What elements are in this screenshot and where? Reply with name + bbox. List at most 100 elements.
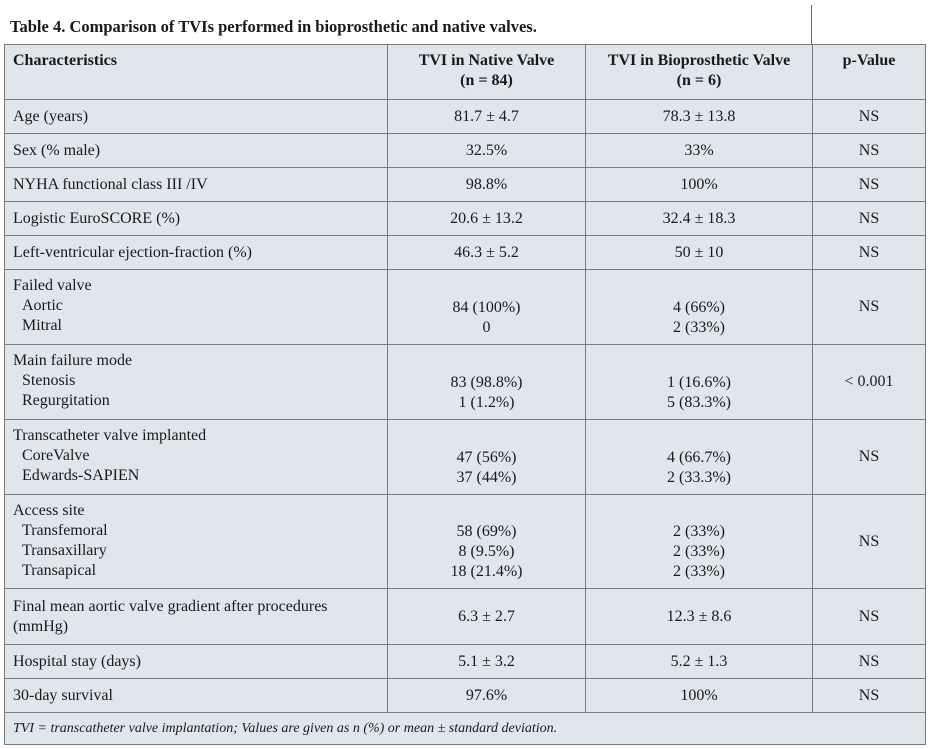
native-cell: 83 (98.8%) 1 (1.2%) <box>387 344 586 420</box>
column-header: TVI in Native Valve (n = 84) <box>387 44 586 100</box>
bio-cell: 33% <box>585 133 813 168</box>
sub-item: Regurgitation <box>22 392 110 409</box>
native-value: 18 (21.4%) <box>450 563 523 580</box>
header-line: Characteristics <box>13 52 117 69</box>
characteristic: Access site <box>13 502 85 519</box>
bio-value: 4 (66%) <box>673 299 725 316</box>
characteristic: Final mean aortic valve gradient after p… <box>13 597 328 615</box>
table-row: Final mean aortic valve gradient after p… <box>4 588 926 645</box>
native-cell: 20.6 ± 13.2 <box>387 201 586 236</box>
bio-value: 1 (16.6%) <box>667 374 731 391</box>
native-cell: 6.3 ± 2.7 <box>387 588 586 645</box>
characteristic: NYHA functional class III /IV <box>13 175 208 193</box>
bio-value: 78.3 ± 13.8 <box>662 107 736 125</box>
characteristic: Main failure mode <box>13 352 133 369</box>
characteristic-cell: Final mean aortic valve gradient after p… <box>4 588 388 645</box>
divider <box>811 5 812 45</box>
native-cell: 98.8% <box>387 167 586 202</box>
bio-cell: 12.3 ± 8.6 <box>585 588 813 645</box>
p-value: NS <box>812 678 926 713</box>
bio-value: 100% <box>680 175 718 193</box>
table-row: 30-day survival 97.6% 100% NS <box>4 678 926 713</box>
bio-value: 5 (83.3%) <box>667 394 731 411</box>
p-value: NS <box>812 201 926 236</box>
native-value: 6.3 ± 2.7 <box>458 607 515 625</box>
column-header: p-Value <box>812 44 926 100</box>
characteristic: Failed valve <box>13 277 92 294</box>
column-header: Characteristics <box>4 44 388 100</box>
native-value: 20.6 ± 13.2 <box>450 209 523 227</box>
bio-cell: 100% <box>585 678 813 713</box>
sub-item: Transapical <box>22 562 97 579</box>
bio-cell: 32.4 ± 18.3 <box>585 201 813 236</box>
characteristic: Left-ventricular ejection-fraction (%) <box>13 243 252 261</box>
p-value: NS <box>812 588 926 645</box>
native-value: 83 (98.8%) <box>450 374 523 391</box>
native-value: 5.1 ± 3.2 <box>458 652 515 670</box>
table-row: Left-ventricular ejection-fraction (%) 46… <box>4 235 926 270</box>
characteristic: (mmHg) <box>13 617 69 635</box>
characteristic-cell: Age (years) <box>4 99 388 134</box>
characteristic-cell: NYHA functional class III /IV <box>4 167 388 202</box>
p-value: NS <box>812 99 926 134</box>
characteristic: Hospital stay (days) <box>13 652 141 670</box>
header-line: p-Value <box>842 52 896 69</box>
p-value: NS <box>812 133 926 168</box>
sub-item: Aortic <box>22 297 63 314</box>
characteristic: 30-day survival <box>13 686 113 704</box>
native-value: 46.3 ± 5.2 <box>454 243 519 261</box>
characteristic-cell: Transcatheter valve implanted CoreValve Ed… <box>4 419 388 495</box>
bio-cell: 4 (66%) 2 (33%) <box>585 269 813 345</box>
native-value: 98.8% <box>465 175 508 193</box>
native-cell: 47 (56%) 37 (44%) <box>387 419 586 495</box>
sub-item: CoreValve <box>22 447 90 464</box>
bio-cell: 1 (16.6%) 5 (83.3%) <box>585 344 813 420</box>
native-value: 37 (44%) <box>456 469 517 486</box>
bio-value: 12.3 ± 8.6 <box>666 607 732 625</box>
table-row: Transcatheter valve implanted CoreValve Ed… <box>4 419 926 495</box>
footnote: TVI = transcatheter valve implantation; … <box>4 712 926 745</box>
characteristic-cell: Sex (% male) <box>4 133 388 168</box>
native-cell: 97.6% <box>387 678 586 713</box>
bio-value: 2 (33%) <box>673 563 725 580</box>
characteristic: Age (years) <box>13 107 89 125</box>
bio-cell: 100% <box>585 167 813 202</box>
sub-item: Transaxillary <box>22 542 107 559</box>
footnote-row: TVI = transcatheter valve implantation; … <box>4 712 926 745</box>
table-row: Access site Transfemoral Transaxillary Tran… <box>4 494 926 589</box>
native-cell: 84 (100%) 0 <box>387 269 586 345</box>
characteristic-cell: Hospital stay (days) <box>4 644 388 679</box>
bio-cell: 78.3 ± 13.8 <box>585 99 813 134</box>
characteristic-cell: Failed valve Aortic Mitral <box>4 269 388 345</box>
native-value: 47 (56%) <box>456 449 517 466</box>
sub-item: Edwards-SAPIEN <box>22 467 140 484</box>
table-row: Main failure mode Stenosis Regurgitation 83… <box>4 344 926 420</box>
bio-value: 2 (33%) <box>673 319 725 336</box>
characteristic-cell: Logistic EuroSCORE (%) <box>4 201 388 236</box>
characteristic: Sex (% male) <box>13 141 101 159</box>
native-cell: 58 (69%) 8 (9.5%) 18 (21.4%) <box>387 494 586 589</box>
header-line: TVI in Bioprosthetic Valve <box>607 52 791 69</box>
native-value: 8 (9.5%) <box>458 543 515 560</box>
characteristic-cell: 30-day survival <box>4 678 388 713</box>
table-row: NYHA functional class III /IV 98.8% 100% NS <box>4 167 926 202</box>
p-value: NS <box>812 167 926 202</box>
p-value: NS <box>812 269 926 345</box>
native-value: 84 (100%) <box>452 299 521 316</box>
table-title: Table 4. Comparison of TVIs performed in… <box>10 17 537 36</box>
characteristic-cell: Access site Transfemoral Transaxillary Tran… <box>4 494 388 589</box>
p-value: NS <box>812 419 926 495</box>
table-row: Failed valve Aortic Mitral 84 (100%) 0 4 (66%… <box>4 269 926 345</box>
characteristic-cell: Left-ventricular ejection-fraction (%) <box>4 235 388 270</box>
bio-cell: 2 (33%) 2 (33%) 2 (33%) <box>585 494 813 589</box>
table-row: Logistic EuroSCORE (%) 20.6 ± 13.2 32.4 ± … <box>4 201 926 236</box>
native-value: 0 <box>482 319 491 336</box>
native-value: 1 (1.2%) <box>458 394 515 411</box>
bio-value: 2 (33%) <box>673 543 725 560</box>
header-line: TVI in Native Valve <box>418 52 555 69</box>
header-row: Characteristics TVI in Native Valve (n = 8… <box>4 44 926 100</box>
characteristic-cell: Main failure mode Stenosis Regurgitation <box>4 344 388 420</box>
data-table: Characteristics TVI in Native Valve (n = 8… <box>4 44 926 745</box>
bio-value: 100% <box>680 686 718 704</box>
native-cell: 5.1 ± 3.2 <box>387 644 586 679</box>
